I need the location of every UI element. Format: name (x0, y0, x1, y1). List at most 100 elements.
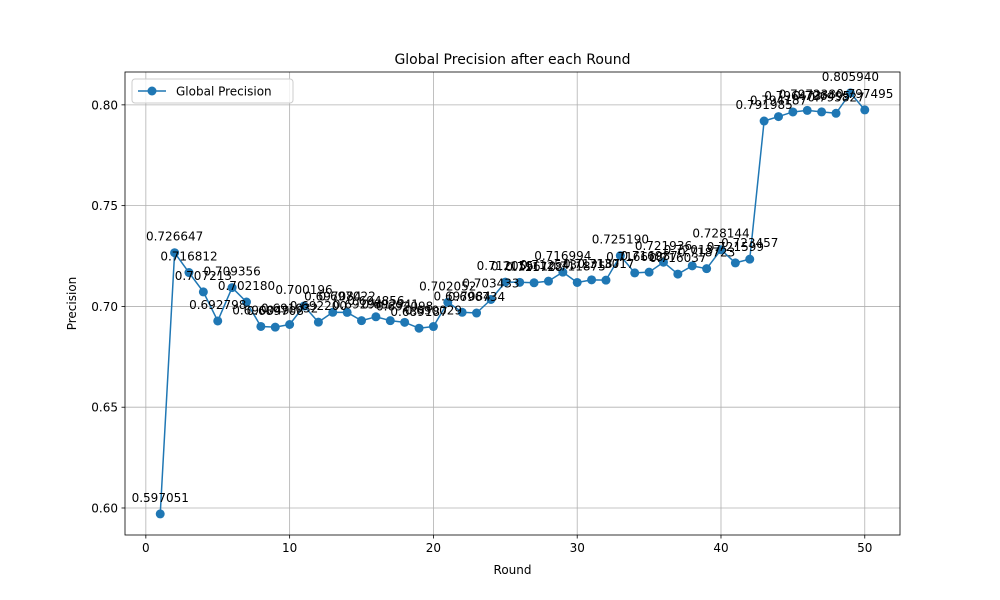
data-label: 0.692941 (362, 298, 419, 312)
data-point (457, 307, 467, 317)
y-tick-label: 0.65 (91, 401, 118, 415)
data-point (385, 316, 395, 326)
data-point (328, 307, 338, 317)
x-tick-label: 50 (857, 541, 872, 555)
data-point (529, 278, 539, 288)
data-point (702, 264, 712, 274)
data-label: 0.721936 (635, 239, 692, 253)
data-point (630, 268, 640, 278)
data-label: 0.794187 (750, 94, 807, 108)
data-label: 0.697084 (304, 289, 361, 303)
data-point (831, 108, 841, 118)
data-point (270, 322, 280, 332)
data-point (759, 116, 769, 126)
y-tick-label: 0.75 (91, 199, 118, 213)
data-point (730, 258, 740, 268)
data-label: 0.709356 (203, 265, 260, 279)
y-axis-label: Precision (65, 277, 79, 331)
plot-frame (124, 71, 901, 536)
data-point (472, 308, 482, 318)
x-tick-label: 10 (282, 541, 297, 555)
data-label: 0.689187 (390, 305, 447, 319)
data-label: 0.712543 (520, 258, 577, 272)
data-label: 0.690049 (232, 303, 289, 317)
data-point (817, 107, 827, 117)
x-tick-label: 0 (142, 541, 150, 555)
plot-area (125, 72, 900, 535)
data-point (342, 307, 352, 317)
data-label: 0.725190 (592, 233, 649, 247)
data-label: 0.716987 (620, 249, 677, 263)
data-point (673, 269, 683, 279)
data-label: 0.716618 (606, 250, 663, 264)
data-label: 0.692941 (333, 298, 390, 312)
data-point (371, 312, 381, 322)
data-label: 0.697084 (434, 289, 491, 303)
legend: Global Precision (131, 78, 294, 104)
data-label: 0.700196 (275, 283, 332, 297)
data-label: 0.728144 (692, 227, 749, 241)
data-point (241, 297, 251, 307)
data-label: 0.716812 (160, 250, 217, 264)
data-label: 0.691032 (261, 301, 318, 315)
data-label: 0.720137 (664, 243, 721, 257)
data-point (313, 317, 323, 327)
data-label: 0.707213 (175, 269, 232, 283)
data-label: 0.797495 (836, 87, 893, 101)
data-point (428, 322, 438, 332)
data-point (184, 268, 194, 278)
data-point (299, 301, 309, 311)
data-label: 0.692098 (376, 299, 433, 313)
data-point (716, 245, 726, 255)
data-point (615, 251, 625, 261)
data-point (788, 107, 798, 117)
data-point (845, 88, 855, 98)
data-label: 0.696734 (448, 290, 505, 304)
data-point (687, 261, 697, 271)
data-point (745, 254, 755, 264)
data-point (400, 317, 410, 327)
series-layer (155, 88, 870, 519)
data-point (213, 316, 223, 326)
data-label: 0.692200 (290, 299, 347, 313)
data-point (644, 267, 654, 277)
data-label: 0.697022 (319, 289, 376, 303)
data-point (414, 323, 424, 333)
data-label: 0.711961 (491, 259, 548, 273)
y-tick-label: 0.70 (91, 300, 118, 314)
data-point (357, 316, 367, 326)
data-point (543, 276, 553, 286)
data-label: 0.694856 (347, 294, 404, 308)
legend-marker-swatch (147, 86, 157, 96)
data-point (486, 295, 496, 305)
data-point (285, 319, 295, 329)
data-label: 0.723457 (721, 236, 778, 250)
data-label: 0.713017 (577, 257, 634, 271)
x-axis: 0 10 20 30 40 50 (142, 535, 872, 555)
y-axis: 0.60 0.65 0.70 0.75 0.80 (91, 98, 125, 515)
data-label: 0.805940 (822, 70, 879, 84)
data-label: 0.692798 (189, 298, 246, 312)
data-label: 0.703433 (462, 277, 519, 291)
x-tick-label: 40 (713, 541, 728, 555)
y-tick-label: 0.60 (91, 501, 118, 515)
data-point (658, 257, 668, 267)
x-axis-label: Round (494, 563, 532, 577)
data-point (558, 267, 568, 277)
data-point (860, 105, 870, 115)
data-label: 0.702052 (419, 279, 476, 293)
data-point (170, 248, 180, 258)
data-point (227, 283, 237, 293)
data-point (774, 112, 784, 122)
data-label: 0.713187 (563, 257, 620, 271)
data-point (802, 105, 812, 115)
data-label: 0.797238 (779, 87, 836, 101)
legend-box (131, 78, 294, 104)
data-label: 0.711875 (549, 259, 606, 273)
data-labels: 0.597051 0.726647 0.716812 0.707213 0.692798… (132, 70, 894, 505)
data-label: 0.791985 (735, 98, 792, 112)
data-point (155, 509, 165, 519)
legend-label: Global Precision (176, 85, 272, 99)
data-point (256, 321, 266, 331)
